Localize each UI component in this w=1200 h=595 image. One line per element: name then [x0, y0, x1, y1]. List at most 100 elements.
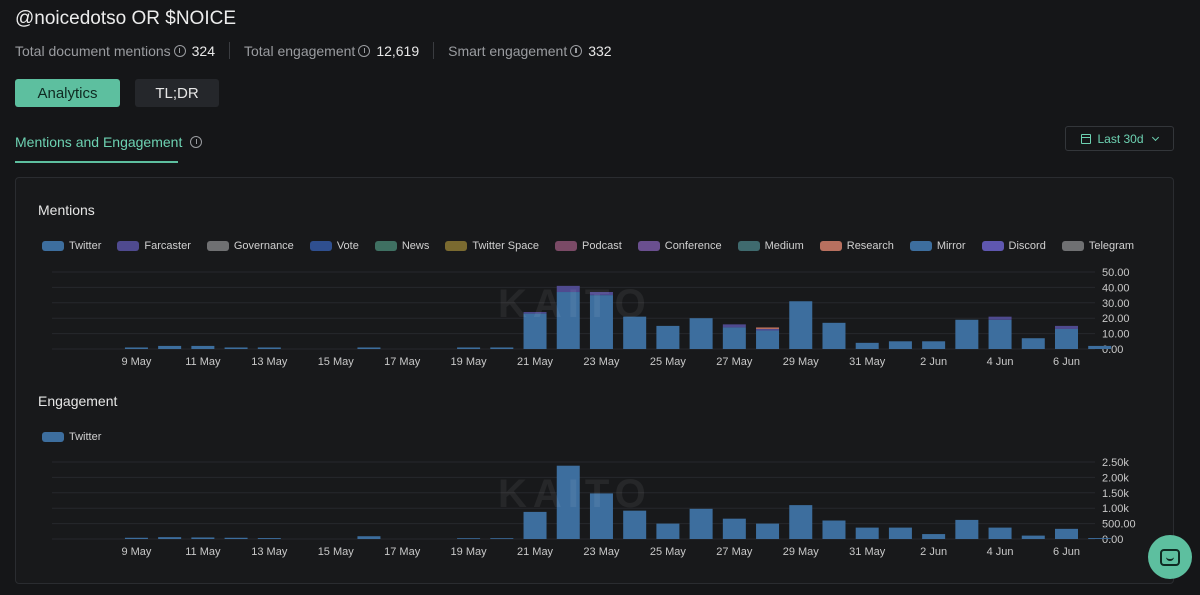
- y-tick-label: 1.00k: [1102, 503, 1129, 515]
- legend-item[interactable]: Discord: [981, 240, 1046, 252]
- bar-twitter: [490, 347, 514, 349]
- tab-tldr[interactable]: TL;DR: [135, 79, 219, 107]
- bar-twitter: [589, 493, 613, 539]
- legend-label: Vote: [336, 240, 359, 252]
- y-tick-label: 50.00: [1102, 267, 1130, 279]
- bar-twitter: [656, 523, 680, 539]
- y-tick-label: 2.50k: [1102, 457, 1129, 469]
- bar-twitter: [922, 341, 946, 349]
- legend-item[interactable]: Vote: [309, 240, 359, 252]
- y-tick-label: 40.00: [1102, 282, 1130, 294]
- legend-swatch: [445, 241, 468, 251]
- legend-swatch: [555, 241, 577, 251]
- stats-bar: Total document mentions 324 Total engage…: [15, 42, 612, 59]
- legend-item[interactable]: Twitter Space: [445, 240, 539, 252]
- tab-analytics[interactable]: Analytics: [15, 79, 120, 107]
- page-title: @noicedotso OR $NOICE: [15, 8, 236, 29]
- y-tick-label: 1.50k: [1102, 488, 1129, 500]
- bar-twitter: [822, 520, 846, 539]
- legend-item[interactable]: Governance: [206, 240, 294, 252]
- engagement-chart: 2.50k 2.00k 1.50k 1.00k 500.00 0.00 9 May 11 Ma…: [52, 457, 1136, 558]
- x-tick-label: 15 May: [318, 356, 355, 368]
- bar-twitter: [855, 527, 879, 539]
- bar-twitter: [756, 330, 780, 349]
- bar-twitter: [722, 518, 746, 539]
- stat-mentions-value: 324: [191, 42, 215, 59]
- x-tick-label: 31 May: [849, 356, 886, 368]
- kaito-watermark: KAITO: [498, 282, 652, 326]
- legend-item[interactable]: News: [374, 240, 430, 252]
- y-tick-label: 30.00: [1102, 298, 1130, 310]
- legend-label: Medium: [764, 240, 804, 252]
- bar-farcaster: [988, 316, 1012, 320]
- bar-twitter: [656, 325, 680, 349]
- legend-item[interactable]: Mirror: [909, 240, 966, 252]
- legend-item[interactable]: Twitter: [42, 431, 101, 443]
- date-range-dropdown[interactable]: Last 30d: [1065, 126, 1174, 151]
- tab-mentions-engagement[interactable]: Mentions and Engagement: [15, 134, 208, 150]
- chat-support-button[interactable]: [1148, 535, 1192, 579]
- info-icon[interactable]: [173, 44, 186, 57]
- y-tick-label: 10.00: [1102, 329, 1130, 341]
- x-tick-label: 2 Jun: [920, 546, 947, 558]
- legend-label: Governance: [233, 240, 294, 252]
- bar-twitter: [689, 508, 713, 539]
- x-tick-label: 31 May: [849, 546, 886, 558]
- engagement-chart-title: Engagement: [38, 393, 118, 409]
- bar-twitter: [822, 322, 846, 349]
- legend-item[interactable]: Podcast: [555, 240, 622, 252]
- x-tick-label: 29 May: [783, 546, 820, 558]
- legend-item[interactable]: Medium: [737, 240, 804, 252]
- x-tick-label: 17 May: [384, 356, 421, 368]
- bar-twitter: [689, 318, 713, 349]
- bar-twitter: [888, 341, 912, 349]
- bar-twitter: [722, 327, 746, 349]
- legend-swatch: [42, 432, 64, 442]
- x-tick-label: 21 May: [517, 356, 554, 368]
- legend-swatch: [981, 241, 1004, 251]
- bar-twitter: [1088, 538, 1112, 539]
- info-icon[interactable]: [190, 136, 203, 148]
- legend-swatch: [42, 241, 64, 251]
- legend-label: News: [401, 240, 430, 252]
- x-tick-label: 4 Jun: [987, 546, 1014, 558]
- stat-smart-engagement-label: Smart engagement: [448, 42, 568, 59]
- info-icon[interactable]: [570, 44, 583, 57]
- legend-label: Farcaster: [144, 240, 191, 252]
- legend-swatch: [117, 241, 140, 251]
- x-tick-label: 4 Jun: [987, 356, 1014, 368]
- legend-swatch: [1061, 241, 1084, 251]
- bar-twitter: [191, 537, 215, 539]
- legend-label: Discord: [1008, 240, 1046, 252]
- legend-item[interactable]: Research: [819, 240, 894, 252]
- stat-engagement-label: Total engagement: [244, 42, 356, 59]
- legend-item[interactable]: Twitter: [42, 240, 101, 252]
- bar-twitter: [523, 511, 547, 539]
- mentions-chart: 50.00 40.00 30.00 20.00 10.00 0.00 9 May 11 May…: [52, 267, 1130, 368]
- bar-farcaster: [523, 312, 547, 314]
- bar-farcaster: [756, 328, 780, 331]
- legend-swatch: [909, 241, 932, 251]
- mentions-chart-title: Mentions: [38, 202, 95, 218]
- y-tick-label: 2.00k: [1102, 472, 1129, 484]
- bar-twitter: [1054, 328, 1078, 349]
- chevron-down-icon: [1151, 133, 1159, 141]
- bar-twitter: [756, 523, 780, 539]
- legend-item[interactable]: Conference: [637, 240, 722, 252]
- bar-twitter: [124, 537, 148, 539]
- bar-twitter: [623, 316, 647, 349]
- bar-twitter: [191, 345, 215, 349]
- bar-twitter: [1088, 345, 1112, 349]
- legend-swatch: [819, 241, 842, 251]
- x-tick-label: 23 May: [583, 356, 620, 368]
- bar-twitter: [1021, 338, 1045, 349]
- bar-twitter: [988, 527, 1012, 539]
- x-tick-label: 2 Jun: [920, 356, 947, 368]
- legend-item[interactable]: Telegram: [1061, 240, 1134, 252]
- legend-item[interactable]: Farcaster: [117, 240, 191, 252]
- info-icon[interactable]: [358, 44, 371, 57]
- bar-twitter: [224, 347, 248, 349]
- legend-label: Research: [846, 240, 894, 252]
- stat-smart-engagement-value: 332: [588, 42, 612, 59]
- active-tab-indicator: [15, 161, 178, 163]
